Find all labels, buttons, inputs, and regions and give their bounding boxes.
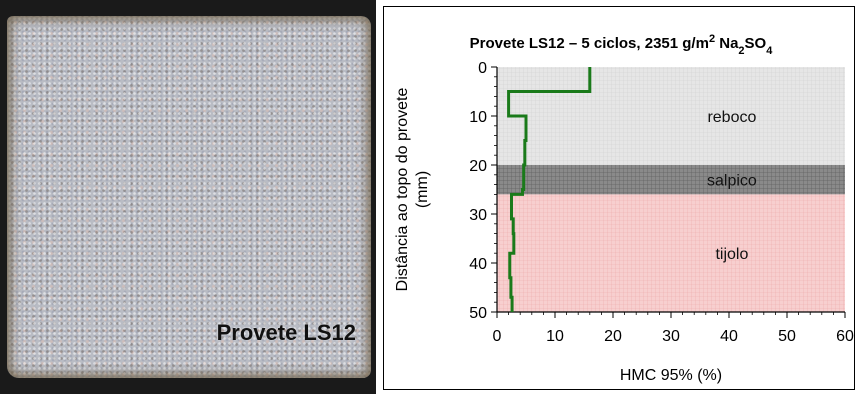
chart-title: Provete LS12 – 5 ciclos, 2351 g/m2 Na2SO… [470,33,774,57]
x-tick-label: 60 [836,328,854,345]
layer-label-reboco: reboco [707,109,756,126]
y-tick-label: 50 [469,305,487,322]
specimen-photo-panel: Provete LS12 [0,0,376,394]
specimen-photo [7,16,371,378]
y-tick-label: 40 [469,256,487,273]
x-axis-label: HMC 95% (%) [620,367,722,384]
specimen-label: Provete LS12 [216,320,356,345]
layer-label-salpico: salpico [707,173,757,190]
chart-panel: reboco salpico tijolo 0 10 20 30 40 50 60 0 10 20 30… [383,0,857,394]
y-tick-label: 30 [469,207,487,224]
x-tick-label: 10 [546,328,564,345]
layer-band-salpico [497,165,845,195]
x-tick-label: 50 [778,328,796,345]
layer-band-tijolo [497,194,845,312]
y-axis-label-unit: (mm) [414,171,431,208]
x-tick-label: 0 [493,328,502,345]
y-axis-label: Distância ao topo do provete [394,88,411,292]
y-tick-label: 20 [469,158,487,175]
layer-band-reboco [497,67,845,165]
x-tick-label: 20 [604,328,622,345]
y-tick-label: 0 [478,60,487,77]
x-tick-label: 30 [662,328,680,345]
y-tick-label: 10 [469,109,487,126]
x-tick-label: 40 [720,328,738,345]
layer-label-tijolo: tijolo [715,246,748,263]
hmc-profile-chart: reboco salpico tijolo 0 10 20 30 40 50 60 0 10 20 30… [394,33,854,384]
series-line-0 [507,67,592,312]
chart-frame [383,6,855,390]
